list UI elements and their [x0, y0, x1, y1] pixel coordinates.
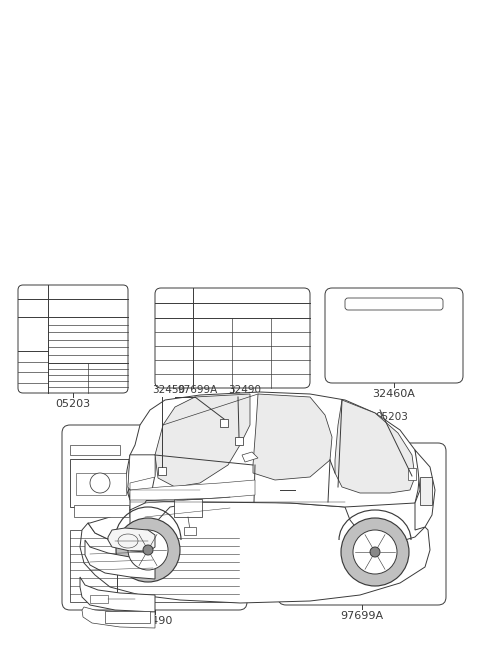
FancyBboxPatch shape [155, 288, 310, 388]
Circle shape [370, 547, 380, 557]
Circle shape [341, 518, 409, 586]
Text: CAUTION: CAUTION [294, 464, 378, 482]
Polygon shape [88, 455, 155, 541]
Polygon shape [415, 450, 435, 530]
Polygon shape [82, 607, 155, 628]
Polygon shape [80, 502, 430, 603]
Bar [70, 445, 120, 455]
Text: 32490: 32490 [137, 616, 172, 626]
Polygon shape [155, 394, 250, 487]
Polygon shape [125, 392, 420, 507]
Text: 32490: 32490 [228, 385, 261, 395]
Bar [105, 611, 150, 623]
Text: 97699A: 97699A [340, 611, 384, 621]
Polygon shape [80, 577, 155, 612]
Circle shape [116, 518, 180, 582]
Text: 32460A: 32460A [372, 389, 415, 399]
Polygon shape [128, 455, 255, 500]
Circle shape [143, 545, 153, 555]
Polygon shape [242, 452, 258, 462]
FancyBboxPatch shape [18, 285, 128, 393]
FancyBboxPatch shape [325, 288, 463, 383]
Text: 97699A: 97699A [177, 385, 217, 395]
Circle shape [353, 530, 397, 574]
Bar [70, 530, 239, 602]
Bar [174, 499, 202, 517]
Bar [220, 419, 228, 427]
Bar [70, 459, 135, 507]
FancyBboxPatch shape [62, 425, 247, 610]
Polygon shape [108, 528, 155, 552]
Circle shape [90, 473, 110, 493]
Text: 32450: 32450 [215, 394, 250, 404]
FancyBboxPatch shape [345, 298, 443, 310]
Text: 05203: 05203 [375, 412, 408, 422]
Bar [76, 473, 126, 495]
Bar [74, 505, 129, 517]
Bar [184, 527, 196, 535]
Circle shape [128, 530, 168, 570]
Bar [235, 437, 243, 445]
Polygon shape [335, 400, 415, 493]
Polygon shape [85, 540, 155, 579]
Bar [408, 468, 416, 480]
Text: 32450: 32450 [152, 385, 185, 395]
Bar [158, 467, 166, 475]
Bar [420, 477, 432, 505]
Bar [90, 595, 108, 603]
FancyBboxPatch shape [278, 443, 446, 605]
Text: 05203: 05203 [55, 399, 91, 409]
Polygon shape [253, 394, 332, 480]
